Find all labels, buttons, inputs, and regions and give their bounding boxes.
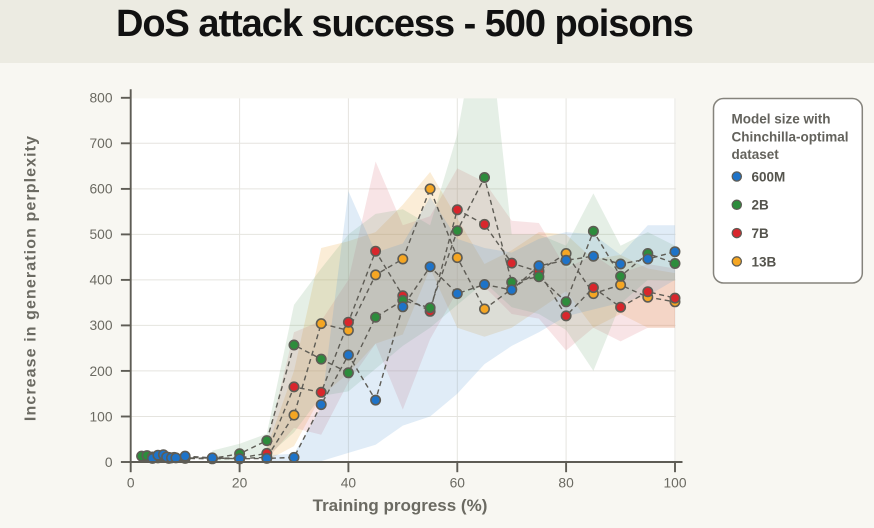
svg-text:80: 80 bbox=[558, 476, 574, 491]
svg-text:0: 0 bbox=[127, 476, 135, 491]
svg-text:100: 100 bbox=[89, 409, 112, 424]
svg-text:40: 40 bbox=[341, 476, 357, 491]
svg-text:Model size with: Model size with bbox=[732, 112, 831, 127]
svg-text:7B: 7B bbox=[752, 226, 770, 241]
svg-text:800: 800 bbox=[89, 91, 112, 106]
svg-text:0: 0 bbox=[105, 455, 113, 470]
svg-text:600: 600 bbox=[89, 182, 112, 197]
svg-text:400: 400 bbox=[89, 273, 112, 288]
svg-text:dataset: dataset bbox=[732, 147, 780, 162]
svg-text:100: 100 bbox=[663, 476, 686, 491]
svg-text:500: 500 bbox=[89, 227, 112, 242]
svg-text:700: 700 bbox=[89, 136, 112, 151]
svg-text:300: 300 bbox=[89, 318, 112, 333]
svg-text:2B: 2B bbox=[752, 198, 770, 213]
svg-text:200: 200 bbox=[89, 364, 112, 379]
svg-text:Chinchilla-optimal: Chinchilla-optimal bbox=[732, 129, 849, 144]
svg-text:20: 20 bbox=[232, 476, 248, 491]
svg-text:Increase in generation perplex: Increase in generation perplexity bbox=[23, 135, 40, 421]
svg-text:Training progress (%): Training progress (%) bbox=[313, 496, 488, 515]
svg-text:13B: 13B bbox=[752, 254, 777, 269]
svg-text:600M: 600M bbox=[752, 169, 786, 184]
svg-text:60: 60 bbox=[450, 476, 466, 491]
